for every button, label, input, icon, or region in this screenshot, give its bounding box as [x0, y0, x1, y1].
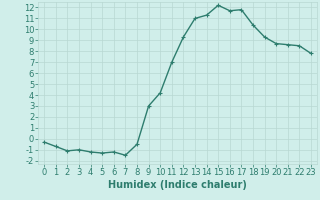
X-axis label: Humidex (Indice chaleur): Humidex (Indice chaleur) [108, 180, 247, 190]
